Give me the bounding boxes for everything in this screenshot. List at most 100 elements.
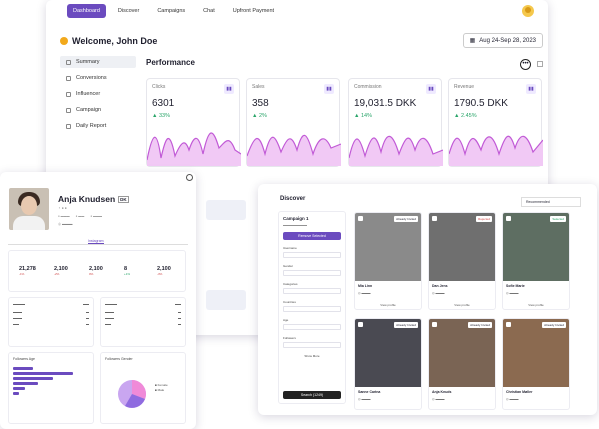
sidebar-item-conversions[interactable]: Conversions: [60, 72, 136, 84]
metric-change: ▲ 14%: [354, 113, 372, 119]
sidebar-item-campaign[interactable]: Campaign: [60, 104, 136, 116]
status-badge: Already Invited: [468, 322, 492, 328]
sort-select[interactable]: Recommended: [521, 197, 581, 207]
influencer-photo: [429, 213, 495, 281]
influencer-card[interactable]: Rejected Dan Jens ◎ ▬▬▬ View profile: [428, 212, 496, 310]
sparkline: [147, 132, 241, 166]
nav-chat[interactable]: Chat: [203, 8, 215, 14]
cell: ▬: [178, 322, 181, 326]
top-countries-panel: ▬▬▬▬ ▬▬ ▬▬▬ ▬ ▬▬▬ ▬ ▬▬ ▬: [8, 297, 94, 347]
gender-select[interactable]: [283, 270, 341, 276]
cell: ▬▬: [13, 322, 19, 326]
age-range-input[interactable]: [283, 324, 341, 330]
close-icon[interactable]: [186, 174, 193, 181]
view-profile-link[interactable]: View profile: [528, 303, 544, 307]
bar-chart-icon[interactable]: ▮▮: [526, 84, 536, 94]
panel-title: Followers Age: [13, 357, 35, 361]
top-nav: Dashboard Discover Campaigns Chat Upfron…: [46, 0, 548, 22]
filter-label: Countries: [283, 300, 296, 304]
influencer-handle: ◎ ▬▬▬: [358, 291, 371, 295]
status-badge: Already Invited: [542, 322, 566, 328]
profile-photo: [9, 188, 49, 230]
avatar[interactable]: [522, 5, 534, 17]
page-title: Welcome, John Doe: [60, 36, 157, 46]
metric-value: 6301: [152, 98, 175, 109]
influencer-name: Mia Linn: [358, 284, 373, 288]
legend-label: Male: [157, 388, 165, 392]
metric-card-sales: Sales ▮▮ 358 ▲ 2%: [246, 78, 341, 167]
legend-item: ■ Female: [155, 383, 168, 387]
country-badge: DK: [118, 196, 129, 204]
table-row: ▬▬▬▬ ▬▬: [13, 302, 89, 306]
status-badge: Rejected: [476, 216, 492, 222]
show-more-link[interactable]: Show More: [304, 354, 320, 358]
bar-chart-icon[interactable]: ▮▮: [324, 84, 334, 94]
nav-dashboard[interactable]: Dashboard: [67, 4, 106, 18]
influencer-photo: [503, 319, 569, 387]
stat-change: -1%: [19, 272, 25, 276]
filter-label: Gender: [283, 264, 294, 268]
profile-tabs: Instagram: [8, 238, 188, 245]
influencer-card[interactable]: Already Invited Sanne Carina ◎ ▬▬▬: [354, 318, 422, 410]
influencer-handle: ◎ ▬▬▬: [506, 291, 519, 295]
nav-upfront-payment[interactable]: Upfront Payment: [232, 8, 275, 14]
performance-title: Performance: [146, 58, 195, 67]
discover-title: Discover: [280, 196, 306, 202]
view-profile-link[interactable]: View profile: [380, 303, 396, 307]
select-checkbox[interactable]: [432, 322, 437, 327]
campaign-icon: [66, 107, 71, 113]
age-bars: [13, 367, 89, 395]
influencer-card[interactable]: Already Invited Anja Knuds ◎ ▬▬▬: [428, 318, 496, 410]
metric-value: 358: [252, 98, 269, 109]
campaign-filter-panel: Campaign 1 ▬▬▬▬▬▬▬▬ Remove Selected User…: [278, 211, 346, 404]
cell: ▬: [86, 316, 89, 320]
countries-select[interactable]: [283, 306, 341, 312]
username-input[interactable]: [283, 252, 341, 258]
tab-instagram[interactable]: Instagram: [88, 239, 104, 244]
view-profile-link[interactable]: View profile: [454, 303, 470, 307]
filter-label: Categories: [283, 282, 298, 286]
date-range-picker[interactable]: ▦ Aug 24-Sep 28, 2023: [462, 33, 543, 48]
select-checkbox[interactable]: [358, 216, 363, 221]
categories-select[interactable]: [283, 288, 341, 294]
select-checkbox[interactable]: [506, 216, 511, 221]
select-checkbox[interactable]: [506, 322, 511, 327]
remove-selected-button[interactable]: Remove Selected: [283, 232, 341, 240]
sidebar-item-summary[interactable]: Summary: [60, 56, 136, 68]
cell: ▬▬▬▬: [105, 302, 117, 306]
calendar-icon: ▦: [469, 38, 476, 44]
metric-value: 19,031.5 DKK: [354, 98, 417, 109]
influencer-card[interactable]: Already Invited Christian Møller ◎ ▬▬▬: [502, 318, 570, 410]
bar-chart-icon[interactable]: ▮▮: [224, 84, 234, 94]
influencer-name: Sanne Carina: [358, 390, 381, 394]
cell: ▬▬▬: [13, 316, 22, 320]
cell: ▬▬▬: [13, 310, 22, 314]
select-checkbox[interactable]: [358, 322, 363, 327]
influencer-card[interactable]: Selected Sofie Marie ◎ ▬▬▬ View profile: [502, 212, 570, 310]
profile-link[interactable]: ◎ ▬▬▬: [58, 222, 73, 226]
select-checkbox[interactable]: [432, 216, 437, 221]
metric-change-value: 33%: [158, 113, 170, 119]
influencer-card[interactable]: Already Invited Mia Linn ◎ ▬▬▬ View prof…: [354, 212, 422, 310]
metric-change: ▲ 33%: [152, 113, 170, 119]
nav-discover[interactable]: Discover: [117, 8, 140, 14]
sidebar-item-influencer[interactable]: Influencer: [60, 88, 136, 100]
more-options-icon[interactable]: •••: [520, 59, 531, 70]
stat-value: 2,100: [54, 266, 68, 272]
influencer-name: Anja Knuds: [432, 390, 452, 394]
nav-campaigns[interactable]: Campaigns: [157, 8, 186, 14]
stat-change: -3%: [157, 272, 163, 276]
sidebar-item-daily-report[interactable]: Daily Report: [60, 120, 136, 132]
pie-legend: ■ Female ■ Male: [155, 383, 168, 393]
cell: ▬: [86, 310, 89, 314]
followers-range-input[interactable]: [283, 342, 341, 348]
tag-item: ● ▬▬▬: [90, 214, 102, 218]
bar-chart-icon[interactable]: ▮▮: [426, 84, 436, 94]
influencer-handle: ◎ ▬▬▬: [432, 397, 445, 401]
sparkline: [449, 135, 543, 166]
influencer-photo: [429, 319, 495, 387]
search-button[interactable]: Search (1249): [283, 391, 341, 399]
expand-icon[interactable]: [537, 61, 543, 67]
influencer-name: Christian Møller: [506, 390, 533, 394]
legend-label: Female: [157, 383, 168, 387]
